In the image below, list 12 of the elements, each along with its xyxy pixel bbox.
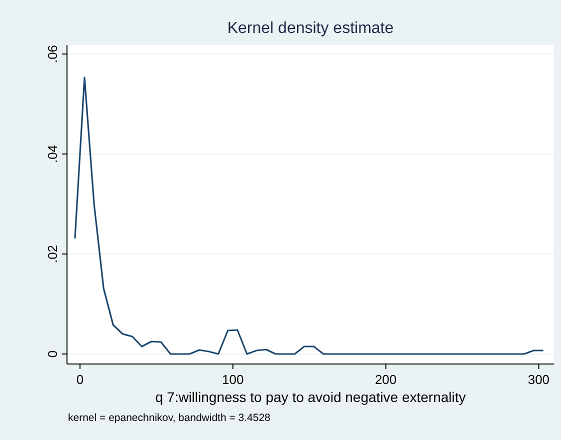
chart-title: Kernel density estimate <box>227 20 394 37</box>
y-tick-label: 0 <box>45 350 60 358</box>
y-tick-label: .06 <box>45 44 60 64</box>
x-tick-label: 200 <box>374 372 397 387</box>
x-tick-label: 100 <box>222 372 244 387</box>
x-tick-label: 0 <box>76 372 84 387</box>
x-axis-title: q 7:willingness to pay to avoid negative externality <box>155 389 466 405</box>
text: kernel = epanechnikov, bandwidth = 3.4528 <box>68 412 271 424</box>
line-series <box>74 76 544 355</box>
y-tick-label: .04 <box>45 144 60 164</box>
x-tick-label: 300 <box>528 372 550 387</box>
y-tick-label: .02 <box>45 244 60 264</box>
